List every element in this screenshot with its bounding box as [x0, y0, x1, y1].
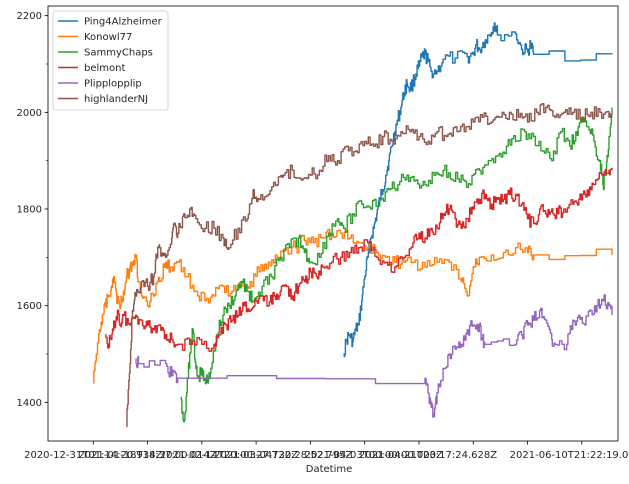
- legend-entry-label: belmont: [84, 63, 125, 74]
- series-line-plipplopplip: [135, 294, 613, 418]
- y-tick-label: 1600: [17, 301, 42, 312]
- y-tick-label: 2000: [17, 108, 42, 119]
- y-tick-label: 1800: [17, 205, 42, 216]
- legend-entry-label: Konowl77: [84, 32, 132, 43]
- legend-entry-label: highlanderNJ: [84, 94, 148, 105]
- y-tick-label: 1400: [17, 398, 42, 409]
- x-axis: 2020-12-31T01:14:20.934Z2021-01-18T18:37…: [24, 441, 629, 461]
- series-layer: [93, 22, 613, 428]
- legend: Ping4Alzheimer Konowl77 SammyChaps belmont P…: [52, 10, 169, 111]
- series-line-sammychaps: [180, 107, 613, 423]
- legend-entry-label: Ping4Alzheimer: [84, 17, 163, 28]
- x-tick-label: 2021-06-10T21:22:19.007Z: [510, 450, 629, 461]
- series-line-konowl77: [93, 228, 613, 384]
- legend-entry-label: Plipplopplip: [84, 79, 142, 90]
- x-tick-label: 2021-03-04T22:28:52.795Z: [214, 450, 352, 461]
- x-tick-label: 2021-02-14T20:00:27.730Z: [160, 450, 298, 461]
- x-tick-label: 2020-12-31T01:14:20.934Z: [24, 450, 162, 461]
- y-axis: 1400 1600 1800 2000 2200: [17, 11, 48, 409]
- series-line-highlandernj: [126, 103, 613, 428]
- y-tick-label: 2200: [17, 11, 42, 22]
- x-axis-title: Datetime: [306, 464, 353, 475]
- legend-box: [52, 10, 169, 111]
- series-line-belmont: [105, 167, 613, 352]
- x-tick-label: 2021-04-03T00:00:00.000Z: [305, 450, 443, 461]
- x-tick-label: 2021-04-21T23:17:24.628Z: [359, 450, 497, 461]
- legend-entry-label: SammyChaps: [84, 48, 153, 59]
- x-tick-label: 2021-01-18T18:37:00.014Z: [78, 450, 216, 461]
- series-line-ping4alzheimer: [343, 22, 613, 358]
